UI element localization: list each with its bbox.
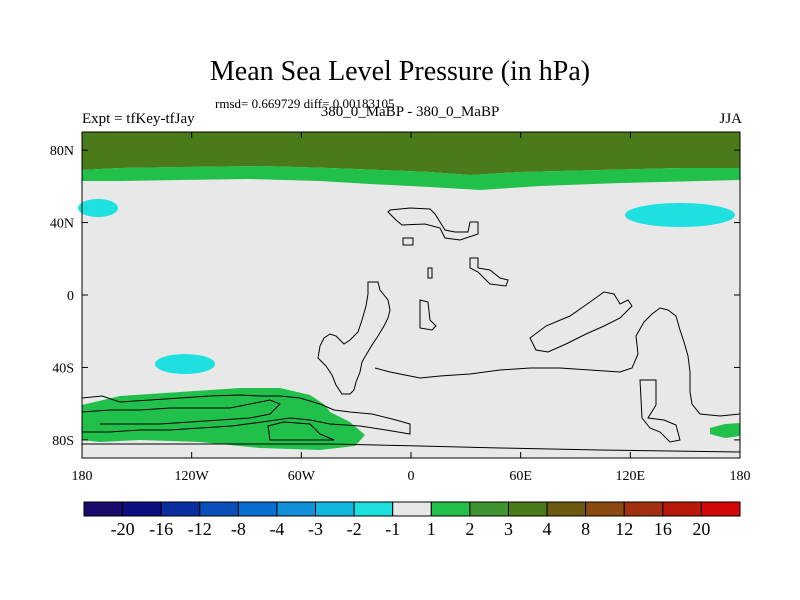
coastline-southeast [374, 307, 741, 417]
coastline-islands [639, 379, 681, 443]
x-tick-label: 120E [616, 469, 646, 484]
colorbar-label: 20 [692, 519, 710, 539]
level-minus1-patch-2 [625, 203, 735, 227]
y-tick-label: 80N [50, 144, 74, 159]
level-2-patch-southeast [710, 423, 740, 438]
y-tick-label: 40N [50, 217, 74, 232]
colorbar-label: -8 [231, 519, 246, 539]
colorbar-label: 4 [543, 519, 552, 539]
season-label: JJA [719, 111, 742, 127]
colorbar: -20 -16 -12 -8 -4 -3 -2 -1 1 2 3 4 8 12 16 20 [83, 501, 741, 539]
colorbar-label: 16 [654, 519, 672, 539]
chart-title: Mean Sea Level Pressure (in hPa) [209, 56, 591, 87]
colorbar-swatch [700, 501, 741, 517]
colorbar-label: -1 [385, 519, 400, 539]
colorbar-swatch [122, 501, 162, 517]
coastline-east-1 [419, 299, 437, 331]
colorbar-label: 12 [615, 519, 633, 539]
experiment-label: Expt = tfKey-tfJay [82, 111, 195, 127]
contour-fields [78, 132, 740, 450]
x-tick-label: 0 [408, 469, 415, 484]
coastline-americas [317, 281, 391, 395]
x-tick-label: 60W [288, 469, 316, 484]
colorbar-label: -12 [188, 519, 212, 539]
y-tick-label: 80S [52, 434, 74, 449]
level-4-band [82, 132, 740, 175]
colorbar-label: 8 [581, 519, 590, 539]
colorbar-label: -16 [149, 519, 173, 539]
coastline-south-1 [81, 394, 411, 435]
colorbar-swatch [160, 501, 201, 517]
colorbar-label: -2 [347, 519, 362, 539]
colorbar-swatch [469, 501, 509, 517]
level-minus1-patch-3 [155, 354, 215, 374]
coastline-north-2 [402, 237, 414, 246]
colorbar-swatch [546, 501, 587, 517]
colorbar-swatch [507, 501, 548, 517]
x-tick-label: 180 [72, 469, 93, 484]
colorbar-swatch [83, 501, 124, 517]
x-tick-label: 180 [730, 469, 751, 484]
colorbar-label: -4 [269, 519, 284, 539]
colorbar-swatch [392, 501, 432, 517]
colorbar-label: 2 [465, 519, 474, 539]
x-tick-label: 120W [175, 469, 210, 484]
level-2-southern-ocean [82, 388, 365, 450]
x-tick-label: 60E [509, 469, 532, 484]
y-tick-label: 0 [67, 289, 74, 304]
colorbar-swatch [276, 501, 317, 517]
y-tick-label: 40S [52, 361, 74, 376]
colorbar-label: 3 [504, 519, 513, 539]
coastlines [81, 207, 741, 453]
colorbar-label: -3 [308, 519, 323, 539]
colorbar-swatch [662, 501, 702, 517]
colorbar-swatch [353, 501, 394, 517]
coastline-north-1 [387, 207, 479, 241]
colorbar-swatch [585, 501, 625, 517]
colorbar-label: 1 [427, 519, 436, 539]
level-minus1-patch-1 [78, 199, 118, 217]
coastline-south-2 [81, 399, 281, 425]
run-label: 380_0_MaBP - 380_0_MaBP [320, 104, 500, 120]
stats-line: rmsd= 0.669729 diff= 0.00183105 [215, 96, 395, 111]
coastline-east-2 [529, 291, 633, 353]
x-axis: 180 120W 60W 0 60E 120E 180 [72, 132, 751, 484]
colorbar-label: -20 [111, 519, 135, 539]
colorbar-swatch [199, 501, 239, 517]
coastline-south-3 [267, 421, 335, 441]
colorbar-swatch [237, 501, 278, 517]
colorbar-swatch [430, 501, 471, 517]
coastline-africa [427, 257, 509, 287]
colorbar-swatch [623, 501, 664, 517]
level-2-fringe-north [82, 166, 740, 190]
y-axis: 80N 40N 0 40S 80S [50, 144, 740, 449]
colorbar-swatch [315, 501, 355, 517]
coastline-antarctica [82, 443, 741, 453]
